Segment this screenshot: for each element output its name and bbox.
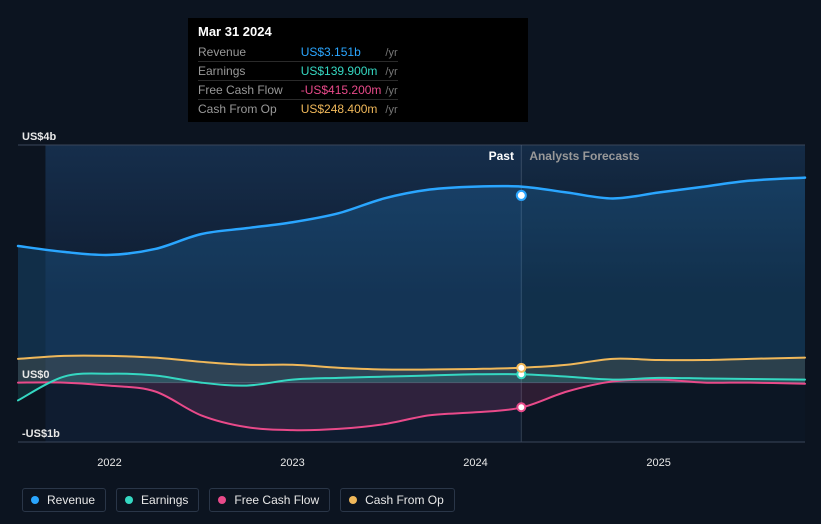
y-tick-label: US$0: [22, 369, 50, 381]
legend-dot-icon: [349, 496, 357, 504]
financial-chart: Mar 31 2024 RevenueUS$3.151b/yrEarningsU…: [0, 0, 821, 524]
tooltip-row-value: US$248.400m: [301, 100, 382, 119]
y-tick-label: -US$1b: [22, 428, 60, 440]
tooltip-date: Mar 31 2024: [198, 24, 518, 39]
legend-label: Free Cash Flow: [234, 493, 319, 507]
legend-item-earnings[interactable]: Earnings: [116, 488, 199, 512]
y-tick-label: US$4b: [22, 131, 56, 143]
legend-dot-icon: [31, 496, 39, 504]
tooltip-row-value: US$139.900m: [301, 62, 382, 81]
tooltip-row-value: US$3.151b: [301, 43, 382, 62]
legend-dot-icon: [125, 496, 133, 504]
legend-item-revenue[interactable]: Revenue: [22, 488, 106, 512]
chart-tooltip: Mar 31 2024 RevenueUS$3.151b/yrEarningsU…: [188, 18, 528, 122]
tooltip-row-unit: /yr: [381, 100, 397, 119]
tooltip-row-label: Earnings: [198, 62, 301, 81]
tooltip-row-value: -US$415.200m: [301, 81, 382, 100]
divider-label-future: Analysts Forecasts: [529, 149, 639, 163]
tooltip-row-unit: /yr: [381, 81, 397, 100]
x-tick-label: 2023: [280, 457, 304, 469]
tooltip-row-label: Revenue: [198, 43, 301, 62]
legend-label: Revenue: [47, 493, 95, 507]
tooltip-row-unit: /yr: [381, 43, 397, 62]
legend-label: Earnings: [141, 493, 188, 507]
x-tick-label: 2024: [463, 457, 487, 469]
legend-item-cash_op[interactable]: Cash From Op: [340, 488, 455, 512]
tooltip-table: RevenueUS$3.151b/yrEarningsUS$139.900m/y…: [198, 43, 398, 118]
tooltip-row: EarningsUS$139.900m/yr: [198, 62, 398, 81]
tooltip-row: Cash From OpUS$248.400m/yr: [198, 100, 398, 119]
legend-item-fcf[interactable]: Free Cash Flow: [209, 488, 330, 512]
tooltip-row-unit: /yr: [381, 62, 397, 81]
tooltip-row: Free Cash Flow-US$415.200m/yr: [198, 81, 398, 100]
x-tick-label: 2025: [646, 457, 670, 469]
tooltip-row-label: Cash From Op: [198, 100, 301, 119]
divider-label-past: Past: [489, 149, 514, 163]
x-tick-label: 2022: [97, 457, 121, 469]
chart-legend: Revenue Earnings Free Cash Flow Cash From O…: [22, 488, 455, 512]
legend-label: Cash From Op: [365, 493, 444, 507]
legend-dot-icon: [218, 496, 226, 504]
tooltip-row-label: Free Cash Flow: [198, 81, 301, 100]
tooltip-row: RevenueUS$3.151b/yr: [198, 43, 398, 62]
